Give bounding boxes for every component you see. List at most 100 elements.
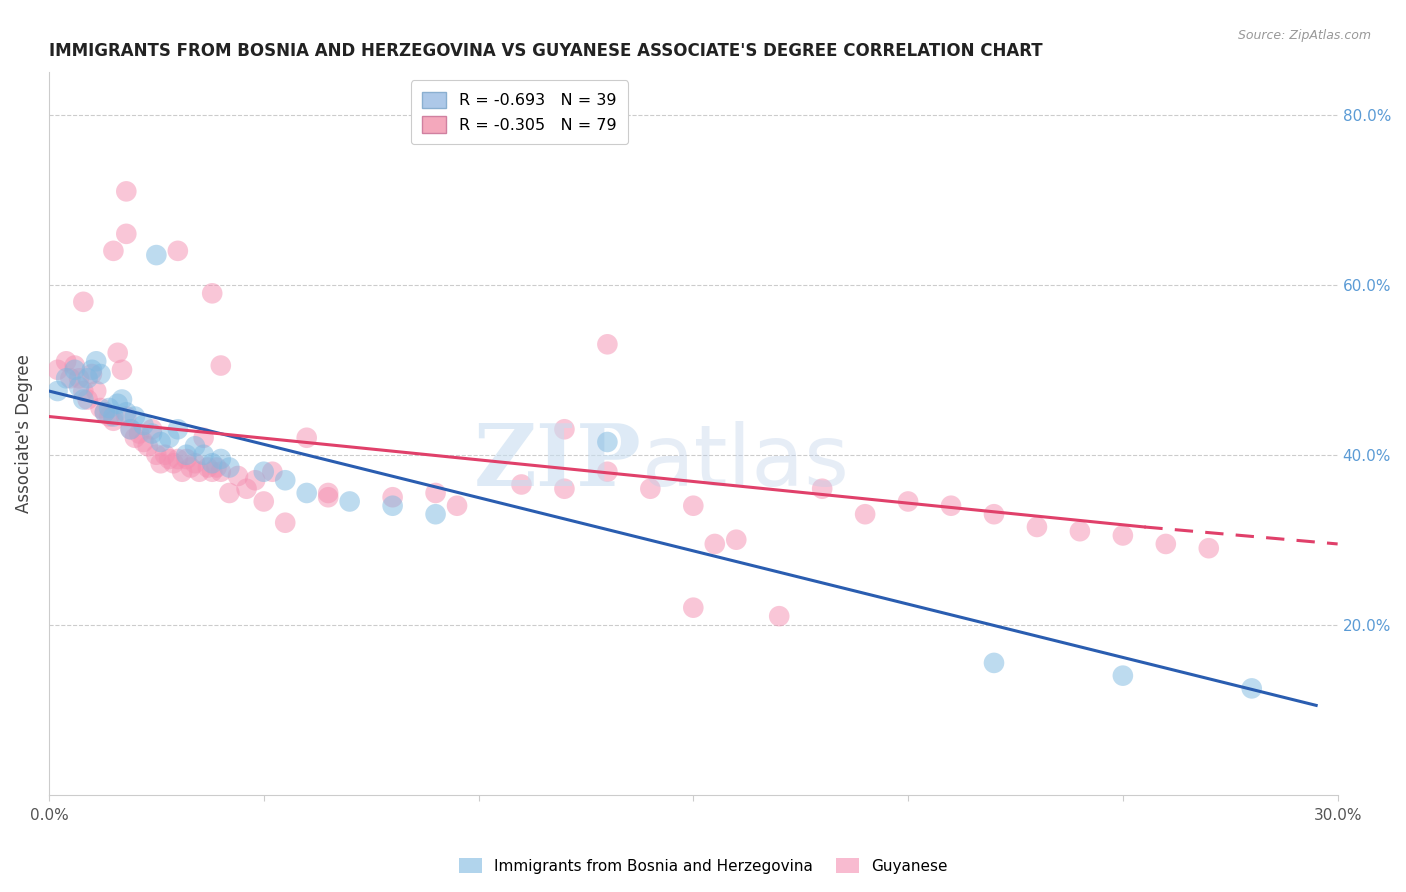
Point	[172, 465, 194, 479]
Point	[103, 409, 125, 424]
Point	[983, 656, 1005, 670]
Point	[316, 486, 339, 500]
Point	[89, 367, 111, 381]
Point	[76, 371, 98, 385]
Point	[262, 465, 284, 479]
Point	[166, 452, 188, 467]
Point	[55, 354, 77, 368]
Point	[1154, 537, 1177, 551]
Point	[176, 448, 198, 462]
Text: Source: ZipAtlas.com: Source: ZipAtlas.com	[1237, 29, 1371, 42]
Point	[425, 486, 447, 500]
Point	[63, 359, 86, 373]
Point	[149, 456, 172, 470]
Point	[253, 494, 276, 508]
Point	[381, 499, 404, 513]
Point	[205, 460, 228, 475]
Point	[72, 294, 94, 309]
Point	[853, 507, 876, 521]
Point	[111, 363, 134, 377]
Point	[103, 414, 125, 428]
Point	[339, 494, 361, 508]
Point	[115, 185, 138, 199]
Point	[425, 507, 447, 521]
Point	[120, 422, 142, 436]
Point	[72, 392, 94, 407]
Point	[132, 435, 155, 450]
Point	[188, 465, 211, 479]
Point	[235, 482, 257, 496]
Point	[274, 516, 297, 530]
Point	[1026, 520, 1049, 534]
Point	[145, 248, 167, 262]
Point	[145, 448, 167, 462]
Point	[124, 431, 146, 445]
Legend: Immigrants from Bosnia and Herzegovina, Guyanese: Immigrants from Bosnia and Herzegovina, …	[453, 852, 953, 880]
Point	[94, 405, 117, 419]
Point	[55, 371, 77, 385]
Point	[84, 354, 107, 368]
Point	[209, 465, 232, 479]
Point	[141, 422, 163, 436]
Point	[939, 499, 962, 513]
Point	[136, 439, 159, 453]
Point	[115, 405, 138, 419]
Point	[157, 431, 180, 445]
Point	[1240, 681, 1263, 696]
Point	[89, 401, 111, 415]
Point	[295, 431, 318, 445]
Point	[176, 452, 198, 467]
Point	[67, 371, 90, 385]
Point	[201, 465, 224, 479]
Point	[124, 409, 146, 424]
Point	[1198, 541, 1220, 556]
Point	[209, 452, 232, 467]
Point	[63, 363, 86, 377]
Point	[59, 371, 82, 385]
Point	[157, 452, 180, 467]
Point	[149, 435, 172, 450]
Point	[201, 286, 224, 301]
Point	[218, 486, 240, 500]
Point	[141, 426, 163, 441]
Point	[725, 533, 748, 547]
Point	[811, 482, 834, 496]
Point	[115, 227, 138, 241]
Point	[153, 448, 176, 462]
Point	[94, 405, 117, 419]
Point	[162, 456, 184, 470]
Point	[553, 422, 575, 436]
Point	[316, 490, 339, 504]
Legend: R = -0.693   N = 39, R = -0.305   N = 79: R = -0.693 N = 39, R = -0.305 N = 79	[411, 80, 627, 144]
Point	[201, 456, 224, 470]
Point	[682, 499, 704, 513]
Y-axis label: Associate's Degree: Associate's Degree	[15, 354, 32, 513]
Point	[193, 448, 215, 462]
Point	[80, 367, 103, 381]
Point	[226, 469, 249, 483]
Point	[76, 392, 98, 407]
Point	[983, 507, 1005, 521]
Point	[253, 465, 276, 479]
Point	[218, 460, 240, 475]
Point	[596, 435, 619, 450]
Point	[897, 494, 920, 508]
Point	[1069, 524, 1091, 539]
Point	[243, 473, 266, 487]
Point	[166, 244, 188, 258]
Point	[107, 346, 129, 360]
Point	[640, 482, 662, 496]
Point	[446, 499, 468, 513]
Point	[197, 460, 219, 475]
Point	[184, 456, 207, 470]
Text: IMMIGRANTS FROM BOSNIA AND HERZEGOVINA VS GUYANESE ASSOCIATE'S DEGREE CORRELATIO: IMMIGRANTS FROM BOSNIA AND HERZEGOVINA V…	[49, 42, 1043, 60]
Point	[295, 486, 318, 500]
Point	[510, 477, 533, 491]
Point	[682, 600, 704, 615]
Point	[115, 409, 138, 424]
Point	[132, 417, 155, 432]
Point	[274, 473, 297, 487]
Point	[596, 465, 619, 479]
Point	[128, 426, 150, 441]
Point	[107, 397, 129, 411]
